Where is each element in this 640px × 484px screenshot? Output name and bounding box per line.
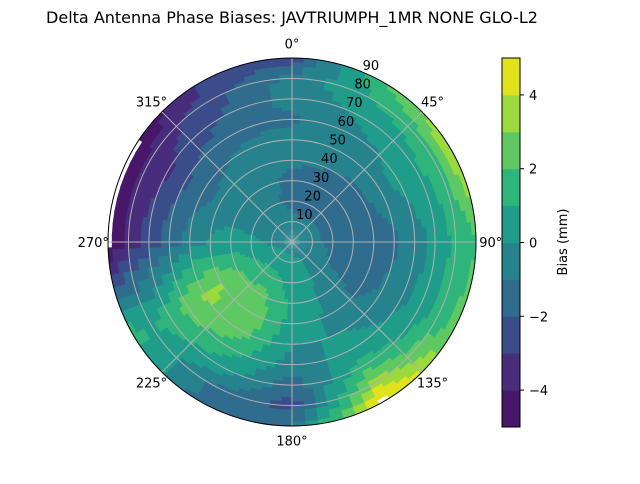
angle-label-90: 90° (479, 236, 502, 251)
angle-label-225: 225° (136, 377, 167, 392)
colorbar-band (502, 243, 520, 280)
contour-cell (285, 148, 293, 153)
angle-label-180: 180° (276, 435, 307, 450)
colorbar-tick-label: 0 (529, 237, 537, 252)
chart-title: Delta Antenna Phase Biases: JAVTRIUMPH_1… (46, 8, 538, 28)
colorbar-tick-label: −4 (529, 384, 548, 399)
radial-label-30: 30 (313, 171, 330, 186)
contour-cell (291, 352, 300, 357)
colorbar-tick-label: 2 (529, 163, 537, 178)
polar-grid (108, 58, 476, 426)
contour-cell (283, 123, 293, 128)
contour-cell (285, 152, 292, 157)
colorbar-label: Bias (mm) (556, 209, 571, 276)
contour-cell (283, 127, 292, 132)
colorbar (502, 58, 524, 428)
contour-cell (345, 236, 350, 241)
contour-cell (292, 311, 298, 316)
colorbar-band (502, 169, 520, 206)
radial-label-50: 50 (329, 133, 346, 148)
colorbar-band (502, 58, 520, 95)
radial-label-80: 80 (354, 77, 371, 92)
contour-cell (282, 111, 293, 116)
angle-label-135: 135° (417, 377, 448, 392)
radial-label-20: 20 (304, 190, 321, 205)
contour-cell (292, 328, 299, 333)
colorbar-tick-label: 4 (529, 89, 537, 104)
contour-cell (286, 168, 292, 173)
colorbar-band (502, 132, 520, 169)
contour-cell (291, 336, 299, 341)
contour-cell (286, 164, 292, 169)
radial-label-60: 60 (338, 115, 355, 130)
colorbar-tick-label: −2 (529, 310, 548, 325)
radial-label-10: 10 (296, 208, 313, 223)
contour-cell (285, 143, 293, 148)
radial-label-90: 90 (363, 59, 380, 74)
contour-cell (234, 244, 239, 249)
contour-cell (292, 315, 298, 320)
contour-cell (292, 332, 300, 337)
angle-label-45: 45° (421, 95, 444, 110)
contour-cell (291, 356, 301, 361)
colorbar-band (502, 95, 520, 132)
radial-label-70: 70 (346, 96, 363, 111)
colorbar-band (502, 390, 520, 427)
colorbar-band (502, 353, 520, 390)
colorbar-band (502, 316, 520, 353)
contour-cell (291, 348, 300, 353)
colorbar-ticks: −4 −2 0 2 4 (529, 89, 548, 399)
contour-cell (284, 131, 293, 136)
angle-label-270: 270° (78, 236, 109, 251)
angle-label-0: 0° (285, 37, 300, 52)
contour-cell (291, 368, 302, 373)
colorbar-band (502, 279, 520, 316)
angle-label-315: 315° (136, 95, 167, 110)
colorbar-band (502, 206, 520, 243)
radial-label-40: 40 (321, 152, 338, 167)
